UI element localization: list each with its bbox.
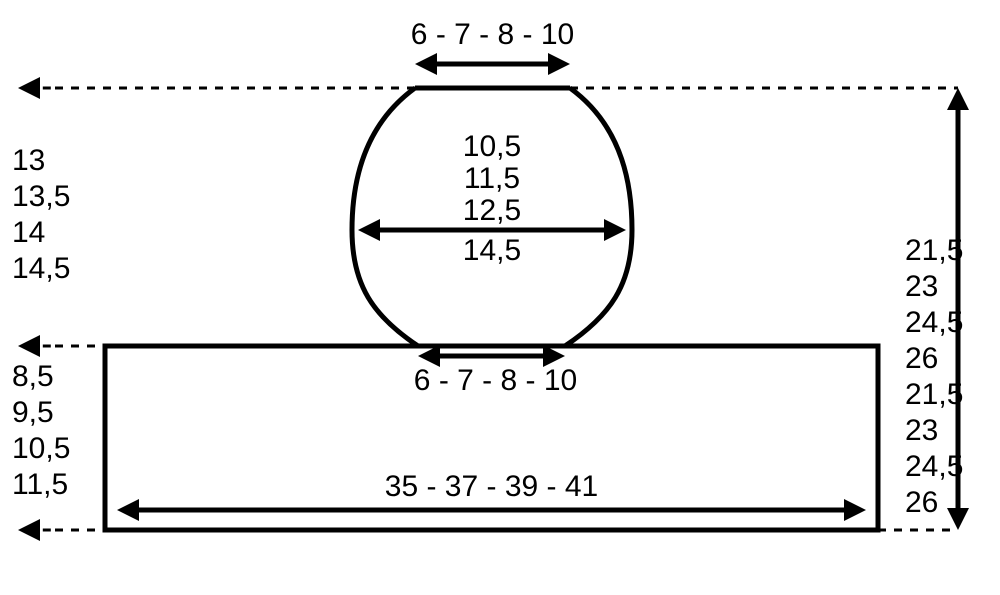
dim-label: 23 (905, 414, 938, 447)
dim-label: 14,5 (12, 252, 70, 285)
dim-label: 24,5 (905, 450, 963, 483)
arrow-head (415, 53, 437, 75)
arrow-head (947, 88, 969, 110)
dim-label: 9,5 (12, 396, 54, 429)
arrow-head (358, 219, 380, 241)
dim-label: 6 - 7 - 8 - 10 (414, 364, 577, 397)
dim-label: 10,5 (463, 130, 521, 163)
arrow-head (548, 53, 570, 75)
dim-label: 26 (905, 486, 938, 519)
dim-label: 26 (905, 342, 938, 375)
arrow-head (117, 499, 139, 521)
arrow-head (947, 508, 969, 530)
arrow-head (604, 219, 626, 241)
dim-label: 6 - 7 - 8 - 10 (411, 18, 574, 51)
dim-label: 21,5 (905, 378, 963, 411)
dim-label: 11,5 (12, 468, 68, 501)
pattern-diagram: 6 - 7 - 8 - 1010,511,512,514,56 - 7 - 8 … (0, 0, 1000, 595)
dim-label: 14 (12, 216, 45, 249)
dim-label: 21,5 (905, 234, 963, 267)
dim-label: 12,5 (463, 194, 521, 227)
dim-label: 13,5 (12, 180, 70, 213)
dim-label: 23 (905, 270, 938, 303)
dim-label: 11,5 (464, 162, 520, 195)
dim-label: 35 - 37 - 39 - 41 (385, 470, 598, 503)
dim-label: 13 (12, 144, 45, 177)
dim-label: 10,5 (12, 432, 70, 465)
dim-label: 14,5 (463, 234, 521, 267)
dim-label: 8,5 (12, 360, 54, 393)
dim-label: 24,5 (905, 306, 963, 339)
arrow-head (844, 499, 866, 521)
